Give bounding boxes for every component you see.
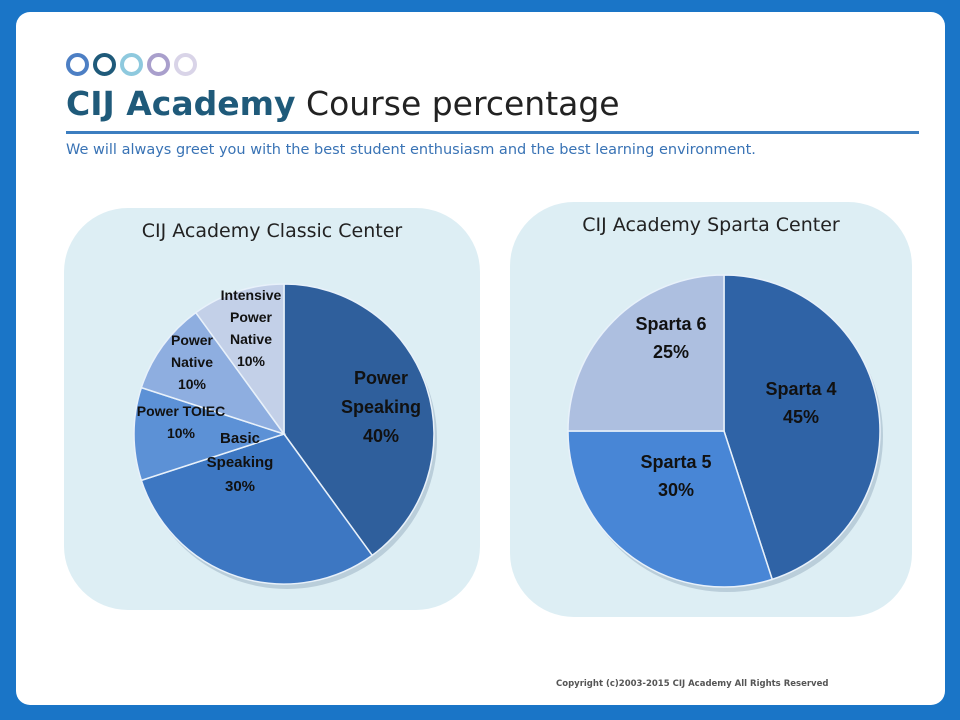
slice-label-line: Sparta 5 <box>640 452 711 472</box>
slice-label-line: 45% <box>783 407 819 427</box>
decorative-dot <box>93 53 116 76</box>
classic-center-panel: CIJ Academy Classic Center Power Speaking… <box>64 208 480 610</box>
classic-center-pie: Power Speaking 40% Basic Speaking 30% Power TO… <box>64 208 480 610</box>
slide: CIJ Academy Course percentage We will al… <box>16 12 945 705</box>
slice-label-line: Power TOIEC <box>137 403 225 419</box>
slice-label-line: Power <box>171 332 214 348</box>
slice-label-line: 30% <box>225 478 255 495</box>
slice-label-line: Intensive <box>221 287 282 303</box>
slice-label-line: 10% <box>167 425 196 441</box>
title-brand: CIJ Academy <box>66 84 296 123</box>
slice-label-line: Speaking <box>207 454 274 471</box>
slice-label-line: Speaking <box>341 397 421 417</box>
title-rule <box>66 131 919 134</box>
copyright-text: Copyright (c)2003-2015 CIJ Academy All R… <box>556 679 828 689</box>
decorative-dot <box>120 53 143 76</box>
slice-label-line: 30% <box>658 480 694 500</box>
slice-label-line: 25% <box>653 342 689 362</box>
sparta-center-pie: Sparta 4 45% Sparta 5 30% Sparta 6 25% <box>510 202 912 617</box>
slice-label-line: Sparta 6 <box>635 314 706 334</box>
slice-label-line: Native <box>230 331 272 347</box>
subtitle: We will always greet you with the best s… <box>66 142 756 158</box>
sparta-center-panel: CIJ Academy Sparta Center Sparta 4 45% Spa… <box>510 202 912 617</box>
slice-label-line: 10% <box>178 376 207 392</box>
title-rest: Course percentage <box>296 84 620 123</box>
slice-label-line: Power <box>230 309 273 325</box>
slice-label-line: Basic <box>220 430 260 447</box>
decorative-dot <box>66 53 89 76</box>
slice-label-line: Power <box>354 368 408 388</box>
decorative-dot <box>174 53 197 76</box>
slice-label-line: 10% <box>237 353 266 369</box>
slice-label-line: Sparta 4 <box>765 379 836 399</box>
decorative-dot <box>147 53 170 76</box>
slice-label-line: 40% <box>363 426 399 446</box>
slice-label-line: Native <box>171 354 213 370</box>
page-title: CIJ Academy Course percentage <box>66 84 620 123</box>
pie-slice <box>568 275 724 431</box>
